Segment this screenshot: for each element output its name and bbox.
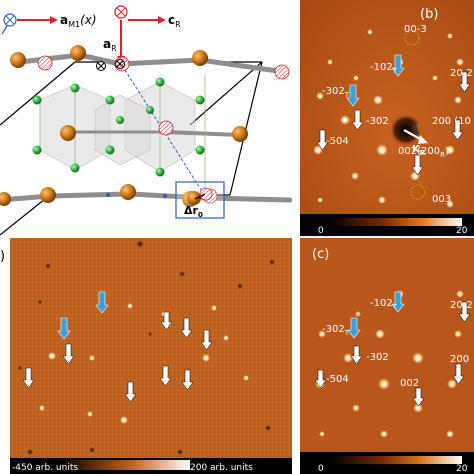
panel-b-label: (b) xyxy=(420,7,438,22)
label-302: -302 xyxy=(366,116,389,127)
difference-map-background xyxy=(10,238,292,474)
label-504: -504 xyxy=(326,136,349,147)
label-002: 002(200R) xyxy=(398,146,449,159)
label-200: 200 (10 xyxy=(432,116,471,127)
difference-dark-spots xyxy=(17,239,276,456)
crystal-structure-svg: aM1(x) cR aR xyxy=(0,5,292,236)
label-c-102t: -102T xyxy=(370,298,398,311)
colorbar-c: 0 20 xyxy=(300,452,474,474)
colorbar-b-min: 0 xyxy=(318,226,324,236)
cyan-arrows-d xyxy=(57,291,109,340)
a-r-axis-label: aR xyxy=(103,37,117,53)
colorbar-c-max: 20 xyxy=(456,464,468,474)
colorbar-d: -450 arb. units 200 arb. units xyxy=(10,458,292,474)
forbidden-spot-circles xyxy=(404,30,426,200)
diffraction-panel-c: (c) xyxy=(300,238,474,474)
colorbar-c-min: 0 xyxy=(318,464,324,474)
difference-map-svg: ) xyxy=(0,238,292,474)
colorbar-d-min: -450 arb. units xyxy=(12,463,78,473)
a-m1-axis-label: aM1(x) xyxy=(60,13,97,29)
label-302t: -302T xyxy=(322,86,350,99)
crystal-structure-panel: aM1(x) cR aR xyxy=(0,0,292,236)
colorbar-d-max: 200 arb. units xyxy=(190,463,253,473)
crossed-marker-icons xyxy=(96,59,125,71)
label-003: 003 xyxy=(432,194,451,205)
label-c-302t: -302T xyxy=(322,324,350,337)
diffraction-c-labels: -102T 20-2 -302T -302 200 -504 002 xyxy=(322,298,473,389)
colorbar-b-max: 20 xyxy=(456,226,468,236)
diffraction-b-labels: 00-3 20-2 -102T -302T -302 -504 200 (10 … xyxy=(322,24,473,205)
label-kr: KR xyxy=(412,144,426,157)
delta-r0-inset xyxy=(175,181,225,219)
white-arrows-c xyxy=(314,301,471,407)
diffraction-c-svg: (c) xyxy=(300,238,474,474)
diffraction-b-svg: (b) xyxy=(300,0,474,236)
label-00-3: 00-3 xyxy=(404,24,427,35)
blue-dots xyxy=(106,193,167,198)
label-102t: -102T xyxy=(370,62,398,75)
panel-c-label: (c) xyxy=(312,247,329,262)
c-r-axis-origin-icon xyxy=(114,5,128,19)
colorbar-b: 0 20 xyxy=(300,214,474,236)
c-r-axis-label: cR xyxy=(168,13,181,29)
label-c-002: 002 xyxy=(400,378,419,389)
k-r-vector-arrow xyxy=(403,129,428,144)
white-arrows xyxy=(316,71,471,176)
delta-r0-label: Δr0 xyxy=(184,204,203,219)
white-arrows-d xyxy=(22,311,213,403)
axis-origin-icon xyxy=(1,13,17,35)
panel-d-label: ) xyxy=(0,249,5,264)
diffraction-b-background xyxy=(300,0,474,236)
label-20-2: 20-2 xyxy=(450,68,473,79)
cyan-arrows-c xyxy=(347,291,405,339)
a-m1-axis-arrow xyxy=(17,16,58,24)
label-c-200: 200 xyxy=(450,354,469,365)
cyan-arrows xyxy=(346,54,405,107)
diffraction-panel-b: (b) xyxy=(300,0,474,236)
label-c-20-2: 20-2 xyxy=(450,300,473,311)
c-r-axis-arrow xyxy=(128,16,166,24)
difference-map-panel: ) xyxy=(0,238,292,474)
label-c-504: -504 xyxy=(326,374,349,385)
oxygen-atoms xyxy=(32,77,205,177)
label-c-302: -302 xyxy=(366,352,389,363)
